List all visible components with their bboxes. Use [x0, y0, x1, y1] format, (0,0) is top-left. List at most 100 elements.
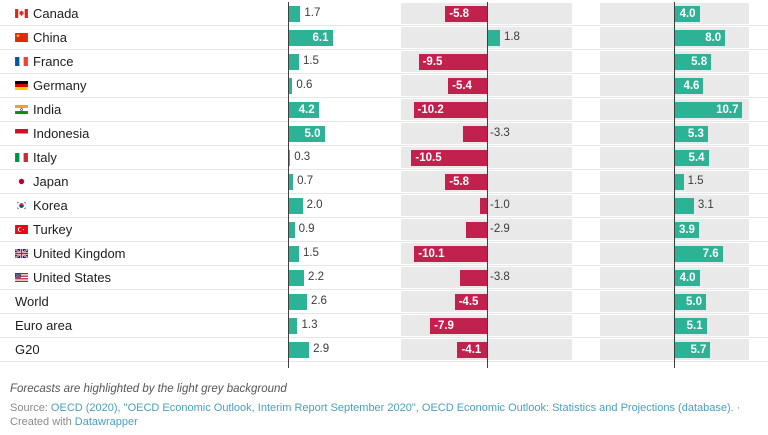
country-label: G20 [15, 342, 40, 357]
germany-flag-icon [15, 81, 28, 90]
value-bar [487, 30, 500, 46]
value-bar: 4.0 [674, 6, 700, 22]
value-bar [466, 222, 487, 238]
table-row: Italy 0.3 -10.5 5.4 [0, 146, 768, 170]
table-row: Euro area 1.3 -7.9 5.1 [0, 314, 768, 338]
row-label-cell: Euro area [15, 314, 72, 337]
value-label: 1.3 [301, 319, 318, 331]
value-bar: -5.4 [448, 78, 487, 94]
attribution-label: Created with [10, 416, 72, 428]
table-row: Korea 2.0 -1.0 3.1 [0, 194, 768, 218]
forecast-background [401, 27, 572, 48]
row-label-cell: Korea [15, 194, 68, 217]
zero-axis-line [487, 2, 488, 368]
value-label: 2.0 [306, 199, 323, 211]
value-bar [288, 270, 305, 286]
value-bar [288, 318, 298, 334]
value-label: 4.0 [679, 272, 696, 284]
value-label: 5.0 [686, 296, 702, 308]
value-bar: 5.4 [674, 150, 709, 166]
value-label: -5.8 [449, 8, 470, 20]
value-label: 6.1 [312, 32, 329, 44]
value-bar [288, 6, 301, 22]
value-label: -10.2 [417, 104, 444, 116]
datawrapper-link[interactable]: Datawrapper [74, 416, 138, 428]
value-bar: -5.8 [445, 174, 487, 190]
value-bar [288, 150, 291, 166]
value-label: -10.5 [415, 152, 442, 164]
value-label: 5.1 [686, 320, 703, 332]
value-bar: 4.2 [288, 102, 319, 118]
value-label: -1.0 [490, 199, 510, 211]
value-bar: -7.9 [430, 318, 487, 334]
row-label-cell: United States [15, 266, 111, 289]
value-bar: 3.9 [674, 222, 699, 238]
source-link[interactable]: OECD (2020), "OECD Economic Outlook, Int… [50, 402, 734, 414]
value-label: -3.3 [490, 127, 510, 139]
value-label: 5.8 [691, 56, 708, 68]
row-label-cell: Indonesia [15, 122, 89, 145]
value-label: 0.9 [298, 223, 315, 235]
value-bar: -4.5 [454, 294, 487, 310]
value-label: 1.7 [304, 7, 321, 19]
table-row: United Kingdom 1.5 -10.1 7.6 [0, 242, 768, 266]
value-label: 1.5 [302, 247, 319, 259]
country-label: Indonesia [33, 126, 90, 141]
value-label: -4.1 [461, 344, 482, 356]
row-label-cell: France [15, 50, 73, 73]
value-bar: -5.8 [445, 6, 487, 22]
source-line: Source: OECD (2020), "OECD Economic Outlo… [10, 402, 768, 415]
value-bar: -10.2 [413, 102, 487, 118]
country-label: Turkey [33, 222, 73, 237]
value-label: 4.6 [683, 80, 700, 92]
value-bar [288, 78, 293, 94]
china-flag-icon [15, 33, 28, 42]
value-label: 5.3 [687, 128, 704, 140]
value-label: -9.5 [422, 56, 443, 68]
value-bar: 5.7 [674, 342, 711, 358]
value-bar: 4.0 [674, 270, 700, 286]
japan-flag-icon [15, 177, 28, 186]
row-label-cell: India [15, 98, 61, 121]
country-label: Euro area [15, 318, 73, 333]
table-row: France 1.5 -9.5 5.8 [0, 50, 768, 74]
table-row: Indonesia 5.0 -3.3 5.3 [0, 122, 768, 146]
india-flag-icon [15, 105, 28, 114]
row-label-cell: Japan [15, 170, 68, 193]
value-bar [674, 198, 694, 214]
table-row: World 2.6 -4.5 5.0 [0, 290, 768, 314]
us-flag-icon [15, 273, 28, 282]
table-row: G20 2.9 -4.1 5.7 [0, 338, 768, 362]
value-bar: 7.6 [674, 246, 723, 262]
value-label: -5.4 [452, 80, 472, 92]
value-label: 10.7 [716, 104, 739, 116]
value-label: 2.2 [308, 271, 325, 283]
value-bar: 5.8 [674, 54, 712, 70]
value-bar: 4.6 [674, 78, 704, 94]
value-bar [288, 294, 307, 310]
country-label: France [33, 54, 74, 69]
value-label: -4.5 [458, 296, 479, 308]
country-label: Korea [33, 198, 68, 213]
bar-chart-table: Canada 1.7 -5.8 4.0 China 6.1 1.8 8.0 France 1.5 -… [0, 2, 768, 370]
row-label-cell: China [15, 26, 67, 49]
canada-flag-icon [15, 9, 28, 18]
table-row: United States 2.2 -3.8 4.0 [0, 266, 768, 290]
table-row: Turkey 0.9 -2.9 3.9 [0, 218, 768, 242]
value-label: 1.5 [687, 175, 704, 187]
row-label-cell: Turkey [15, 218, 72, 241]
value-label: 7.6 [702, 248, 719, 260]
country-label: United Kingdom [33, 246, 126, 261]
value-bar: -10.5 [411, 150, 487, 166]
turkey-flag-icon [15, 225, 28, 234]
table-row: Canada 1.7 -5.8 4.0 [0, 2, 768, 26]
table-row: Germany 0.6 -5.4 4.6 [0, 74, 768, 98]
value-label: 2.6 [310, 295, 327, 307]
value-label: 5.7 [690, 344, 707, 356]
value-bar [288, 222, 295, 238]
value-bar [463, 126, 487, 142]
value-label: -2.9 [490, 223, 510, 235]
attribution-line: Created with Datawrapper [10, 416, 768, 429]
source-suffix: · [736, 402, 741, 414]
